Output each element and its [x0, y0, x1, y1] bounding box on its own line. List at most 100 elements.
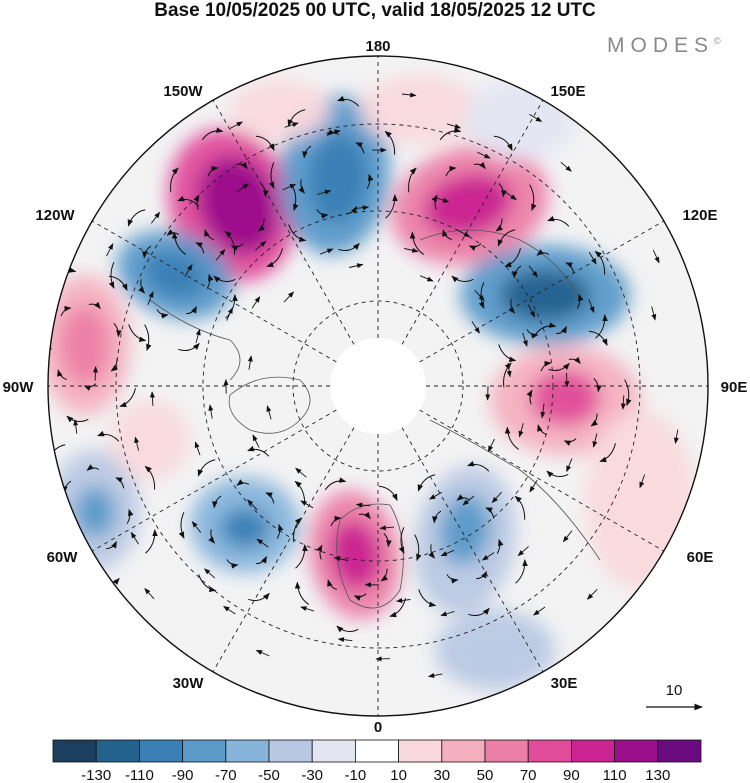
- wind-arrow: [515, 559, 528, 584]
- map-title: Base 10/05/2025 00 UTC, valid 18/05/2025…: [154, 0, 596, 21]
- wind-arrow: [268, 162, 275, 189]
- wind-arrow: [58, 514, 65, 529]
- colorbar-tick-label: 110: [603, 767, 627, 783]
- wind-arrow: [401, 92, 417, 98]
- colorbar-tick-label: -10: [345, 767, 367, 783]
- wind-arrow: [184, 264, 193, 277]
- wind-arrow: [31, 497, 34, 523]
- wind-arrow: [266, 405, 272, 420]
- wind-arrow: [92, 366, 98, 381]
- wind-arrow: [446, 123, 462, 129]
- wind-arrow: [324, 477, 347, 491]
- anomaly-cell: [530, 370, 600, 426]
- lon-label-120w: 120W: [35, 207, 75, 224]
- wind-arrow: [409, 231, 424, 255]
- wind-arrow: [540, 403, 546, 419]
- colorbar-swatch: [571, 739, 616, 763]
- wind-arrow: [446, 574, 459, 584]
- wind-arrow: [385, 194, 398, 219]
- wind-arrow: [142, 245, 152, 259]
- colorbar-tick-label: 130: [645, 767, 670, 783]
- wind-arrow: [586, 588, 598, 600]
- wind-arrow: [590, 413, 598, 427]
- anomaly-cell: [329, 520, 381, 590]
- wind-arrow: [97, 430, 120, 442]
- wind-arrow: [149, 391, 155, 406]
- wind-arrow: [293, 517, 302, 543]
- wind-arrow: [537, 424, 547, 435]
- colorbar-tick-label: 90: [563, 767, 580, 783]
- wind-arrow: [419, 275, 434, 282]
- wind-arrow: [266, 248, 283, 268]
- wind-arrow: [358, 511, 371, 520]
- latitude-circle: [292, 300, 464, 472]
- wind-arrow: [337, 95, 360, 107]
- colorbar-tick-label: 10: [390, 767, 407, 783]
- wind-arrow: [257, 218, 265, 232]
- wind-arrow: [540, 360, 552, 372]
- asia-coast: [429, 419, 601, 561]
- wind-arrow: [57, 369, 67, 380]
- wind-arrow: [108, 275, 128, 291]
- wind-arrow: [197, 459, 216, 477]
- anomaly-cell: [60, 305, 110, 385]
- wind-arrow: [330, 515, 342, 527]
- wind-arrow: [481, 552, 495, 561]
- wind-arrow: [256, 555, 267, 565]
- wind-arrow: [88, 301, 101, 310]
- lon-label-180: 180: [365, 38, 390, 55]
- wind-arrow: [194, 441, 201, 456]
- wind-arrow: [284, 122, 299, 128]
- colorbar-tick-label: -70: [215, 767, 237, 783]
- wind-arrow: [252, 434, 260, 448]
- wind-arrow: [247, 499, 258, 511]
- wind-arrow: [316, 189, 332, 195]
- europe-coast: [336, 503, 404, 609]
- wind-arrow: [432, 510, 442, 524]
- wind-arrow: [115, 477, 125, 489]
- wind-arrow: [316, 209, 329, 219]
- brand-text: MODES: [607, 34, 715, 57]
- colorbar-swatch: [441, 739, 486, 763]
- anomaly-field: [48, 75, 695, 690]
- wind-arrow: [195, 328, 201, 344]
- wind-arrow: [456, 494, 470, 501]
- wind-arrow: [294, 581, 309, 605]
- north-america-coast: [149, 299, 241, 381]
- wind-arrow: [166, 229, 180, 236]
- wind-arrow: [171, 231, 186, 255]
- wind-arrow: [487, 438, 495, 453]
- wind-arrow: [592, 433, 598, 448]
- wind-arrow: [113, 323, 122, 338]
- wind-arrow: [226, 559, 239, 569]
- wind-arrow: [565, 262, 575, 274]
- wind-arrow: [316, 544, 323, 560]
- wind-arrow: [86, 464, 100, 471]
- wind-arrow: [528, 265, 538, 278]
- anomaly-cell: [220, 508, 270, 548]
- wind-arrow: [566, 458, 573, 473]
- wind-arrow: [191, 521, 202, 533]
- wind-arrow: [651, 306, 657, 321]
- wind-arrow: [138, 279, 145, 294]
- wind-arrow: [147, 291, 154, 305]
- colorbar-swatch: [614, 739, 659, 763]
- wind-arrow: [468, 243, 482, 251]
- wind-arrow: [378, 485, 398, 501]
- modes-logo: MODES©: [607, 34, 721, 58]
- colorbar-tick-label: 30: [433, 767, 450, 783]
- wind-arrow: [213, 275, 236, 283]
- wind-arrow: [442, 229, 452, 240]
- wind-arrow: [504, 191, 517, 201]
- wind-arrow: [208, 529, 215, 544]
- wind-arrow: [398, 527, 405, 554]
- wind-arrow: [439, 127, 462, 141]
- lon-label-150w: 150W: [163, 83, 203, 100]
- wind-arrow: [206, 273, 214, 289]
- meridian-line: [401, 427, 544, 673]
- wind-arrow: [624, 379, 632, 407]
- colorbar-swatch: [657, 739, 702, 763]
- wind-arrow: [526, 389, 533, 405]
- wind-arrow: [506, 362, 512, 378]
